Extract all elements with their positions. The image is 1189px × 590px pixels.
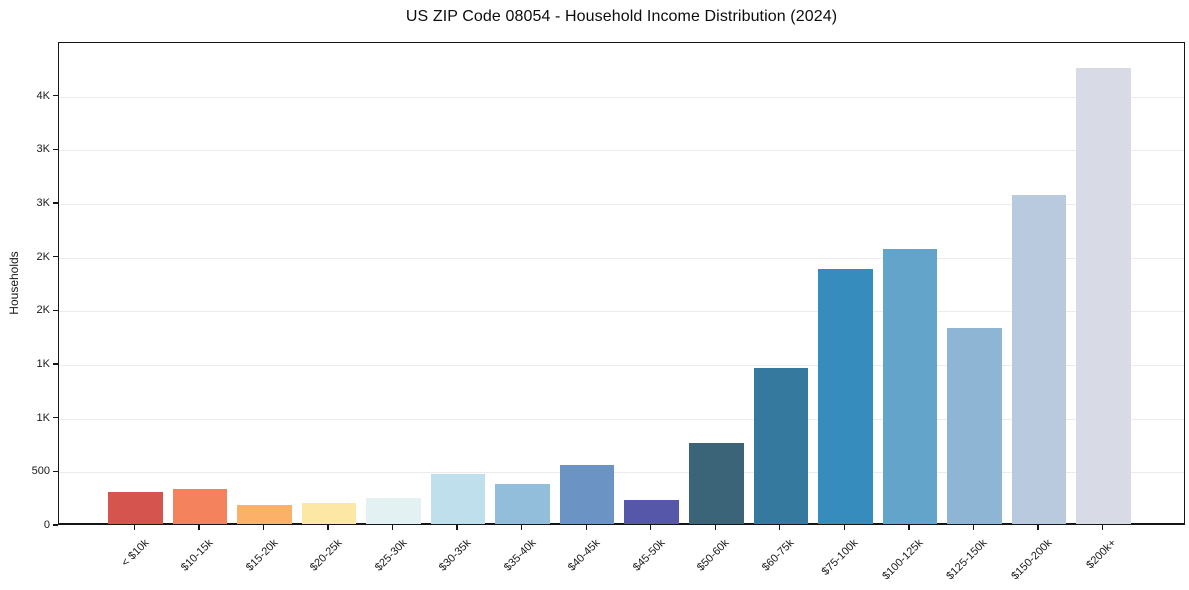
y-tick-label: 0 [43,519,50,531]
y-tick-mark [53,309,58,312]
x-tick-mark [327,525,329,530]
bar-$15-20k [237,504,292,524]
gridline [59,365,1184,366]
y-tick-label: 2K [36,250,50,263]
x-tick-mark [779,525,781,530]
x-tick-mark [908,525,910,530]
y-tick-label: 500 [31,465,50,478]
gridline [59,311,1184,313]
bar-< $10k [108,491,163,524]
y-tick-mark [53,363,58,365]
x-tick-mark [262,525,265,530]
x-tick-label: < $10k [118,537,151,570]
gridline [59,257,1184,259]
bar-$35-40k [495,484,550,524]
x-tick-mark [133,525,136,530]
bar-$60-75k [753,367,809,524]
x-tick-mark [456,525,458,530]
gridline [59,418,1184,420]
bar-$25-30k [366,498,421,524]
x-tick-mark [714,525,716,530]
bar-$20-25k [301,503,357,524]
y-tick-label: 2K [36,304,50,317]
y-tick-mark [53,524,58,526]
y-tick-label: 1K [36,411,50,424]
y-tick-mark [53,94,58,97]
bar-$125-150k [947,327,1002,524]
gridline [59,472,1184,474]
y-tick-mark [53,255,58,258]
x-tick-mark [972,525,975,530]
x-tick-mark [391,525,394,530]
gridline [59,150,1184,152]
y-tick-label: 1K [36,358,50,370]
bar-$30-35k [430,474,486,524]
bar-$150-200k [1011,195,1067,524]
y-tick-label: 4K [36,89,50,102]
y-tick-mark [53,202,58,204]
y-tick-label: 3K [36,143,50,156]
x-tick-mark [585,525,587,530]
x-tick-mark [198,525,200,530]
bar-$200k+ [1076,68,1131,524]
gridline [59,96,1184,98]
bar-$10-15k [172,488,228,524]
bar-$75-100k [818,269,873,524]
y-tick-mark [53,470,58,473]
bar-$40-45k [559,465,615,524]
chart-title: US ZIP Code 08054 - Household Income Dis… [405,8,838,25]
bar-$100-125k [882,248,938,524]
x-tick-mark [1037,525,1039,530]
x-tick-mark [520,525,523,530]
y-tick-label: 3K [36,197,50,209]
x-tick-mark [1101,525,1104,530]
y-tick-mark [53,416,58,419]
y-tick-mark [53,148,58,151]
x-tick-mark [843,525,846,530]
x-tick-mark [650,525,652,530]
gridline [59,204,1184,205]
plot-area [58,42,1185,525]
bar-$45-50k [624,499,679,524]
bar-$50-60k [689,443,744,524]
